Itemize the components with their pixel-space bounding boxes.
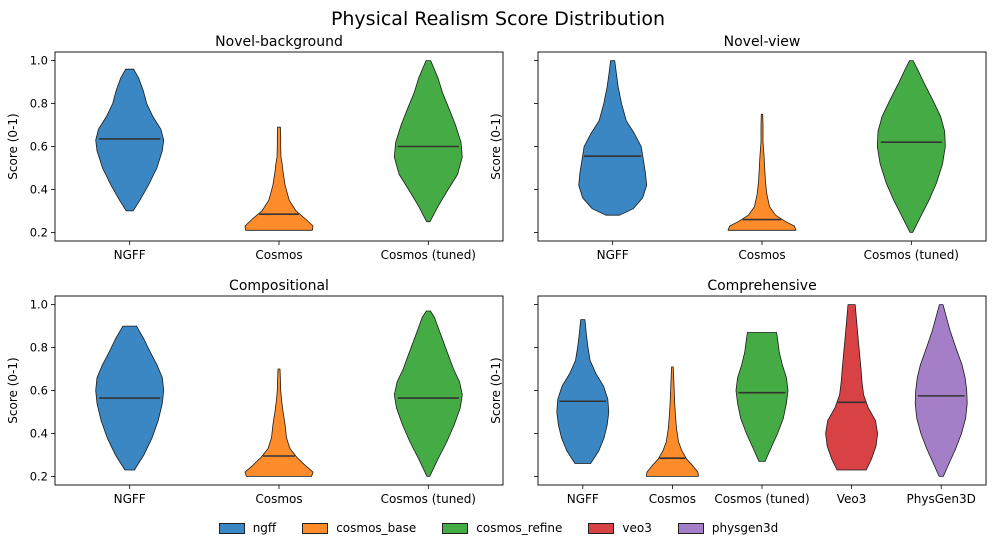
subplot-3: Compositional Score (0-1) 0.2 0.4 0.6 0.8 1.0 N… [6,278,504,506]
y-tick-label: 0.6 [30,140,48,154]
violin-cosmos_refine [393,60,463,223]
legend-item-ngff: ngff [218,521,277,535]
legend-label: cosmos_base [336,521,417,535]
x-tick-label: Cosmos (tuned) [381,248,476,262]
x-tick-label: Cosmos [738,248,785,262]
y-tick-label: 0.6 [30,384,48,398]
y-axis-label: Score (0-1) [6,357,20,423]
violin-ngff [578,60,648,216]
x-tick-label: NGFF [567,492,599,506]
x-tick-label: Cosmos [255,248,302,262]
subplot-title: Novel-background [215,34,343,50]
subplot-4: Comprehensive Score (0-1) NGFF Cosmos Cosmos… [489,278,987,506]
y-tick-label: 0.4 [30,182,48,196]
legend-swatch [218,522,245,534]
x-tick-label: Cosmos (tuned) [714,492,809,506]
violin-cosmos_refine [876,60,946,233]
y-tick-label: 0.8 [30,97,48,111]
figure: Physical Realism Score Distribution Nove… [6,8,987,506]
legend: ngff cosmos_base cosmos_refine veo3 physgen3… [0,516,997,540]
legend-swatch [442,522,469,534]
legend-label: cosmos_refine [476,521,563,535]
violin-cosmos_base [244,368,314,477]
violin-ngff [556,319,610,464]
legend-item-veo3: veo3 [588,521,652,535]
subplot-2: Novel-view Score (0-1) NGFF Cosmos Cosmos (t… [489,34,987,262]
axes-frame [54,51,504,242]
x-tick-label: Cosmos [649,492,696,506]
legend-item-cosmos_refine: cosmos_refine [442,521,562,535]
chart-title: Physical Realism Score Distribution [331,8,665,30]
x-tick-label: Cosmos (tuned) [864,248,959,262]
y-tick-label: 0.8 [30,341,48,355]
x-tick-label: Cosmos (tuned) [381,492,476,506]
subplot-title: Compositional [229,278,329,294]
violin-cosmos_base [646,366,699,477]
x-tick-label: Veo3 [837,492,867,506]
x-tick-label: NGFF [114,248,146,262]
violin-veo3 [825,304,878,471]
axes-frame [54,295,504,486]
axes-frame [537,51,987,242]
axes-frame [537,295,987,486]
y-axis-label: Score (0-1) [489,113,503,179]
x-tick-label: Cosmos [255,492,302,506]
legend-item-physgen3d: physgen3d [677,521,779,535]
violin-ngff [95,68,165,212]
y-tick-label: 0.2 [30,225,48,239]
legend-swatch [588,522,615,534]
x-tick-label: NGFF [597,248,629,262]
y-tick-label: 1.0 [30,54,48,68]
y-axis-label: Score (0-1) [6,113,20,179]
violin-physgen3d [914,304,968,477]
legend-swatch [302,522,329,534]
y-tick-label: 0.4 [30,426,48,440]
legend-label: physgen3d [711,521,779,535]
legend-swatch [677,522,704,534]
subplot-1: Novel-background Score (0-1) 0.2 0.4 0.6 0.8 1… [6,34,504,262]
violin-cosmos_refine [735,332,789,462]
y-tick-label: 0.2 [30,469,48,483]
subplot-title: Comprehensive [707,278,816,294]
legend-label: ngff [252,521,277,535]
violin-cosmos_refine [393,310,463,477]
violin-cosmos_base [727,113,797,231]
subplot-title: Novel-view [724,34,801,50]
violin-cosmos_base [244,126,314,231]
legend-label: veo3 [622,521,652,535]
x-tick-label: NGFF [114,492,146,506]
legend-item-cosmos_base: cosmos_base [302,521,416,535]
y-tick-label: 1.0 [30,298,48,312]
x-tick-label: PhysGen3D [907,492,976,506]
y-axis-label: Score (0-1) [489,357,503,423]
